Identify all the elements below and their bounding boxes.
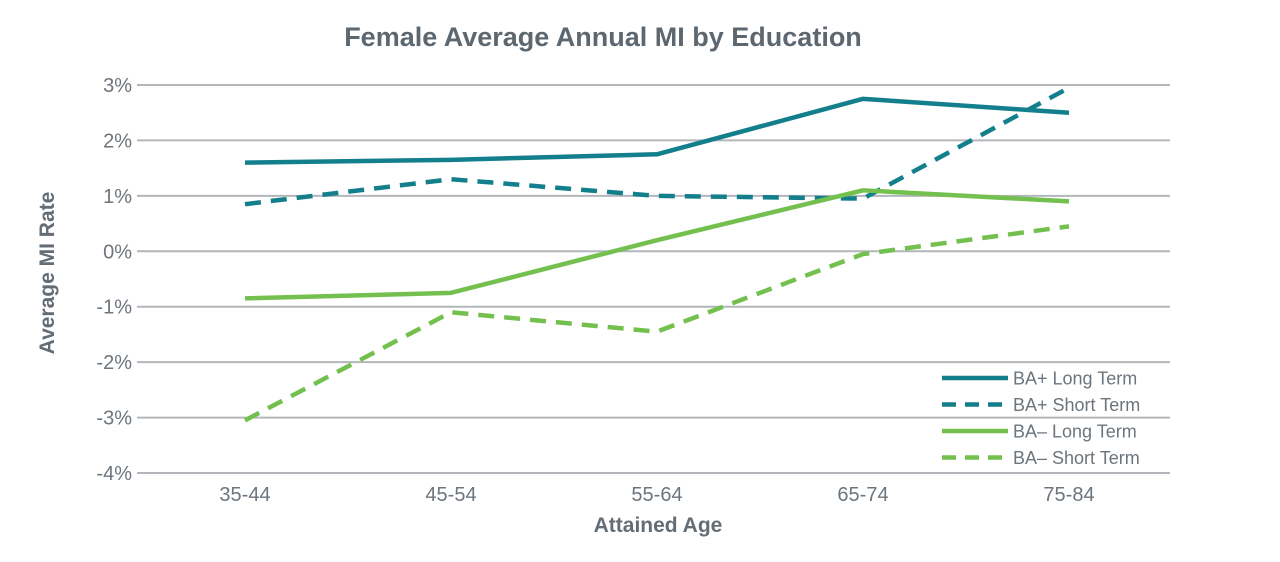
x-axis-ticks: 35-44 45-54 55-64 65-74 75-84 [219, 484, 1094, 506]
legend-label: BA+ Short Term [1013, 395, 1140, 415]
y-tick-label: -3% [96, 408, 132, 430]
y-axis-ticks: 3% 2% 1% 0% -1% -2% -3% -4% [96, 75, 132, 485]
legend: BA+ Long Term BA+ Short Term BA– Long Term… [942, 369, 1140, 468]
series-lines [243, 85, 1071, 423]
y-tick-label: -1% [96, 297, 132, 319]
series-line-1 [244, 96, 1070, 165]
y-tick-label: 1% [103, 186, 132, 208]
series-line-4 [243, 224, 1070, 423]
x-tick-label: 75-84 [1043, 484, 1094, 506]
chart-title: Female Average Annual MI by Education [344, 22, 862, 52]
x-tick-label: 35-44 [219, 484, 270, 506]
legend-label: BA– Short Term [1013, 448, 1140, 468]
y-tick-label: 2% [103, 130, 132, 152]
x-tick-label: 45-54 [425, 484, 476, 506]
series-line-2 [244, 85, 1071, 207]
x-tick-label: 55-64 [631, 484, 682, 506]
x-tick-label: 65-74 [837, 484, 888, 506]
y-tick-label: 0% [103, 241, 132, 263]
legend-label: BA+ Long Term [1013, 369, 1137, 389]
legend-label: BA– Long Term [1013, 422, 1137, 442]
series-line-3 [244, 188, 1070, 301]
x-axis-label: Attained Age [594, 514, 723, 537]
y-tick-label: -2% [96, 352, 132, 374]
y-axis-label: Average MI Rate [36, 192, 59, 355]
y-tick-label: -4% [96, 463, 132, 485]
y-tick-label: 3% [103, 75, 132, 97]
